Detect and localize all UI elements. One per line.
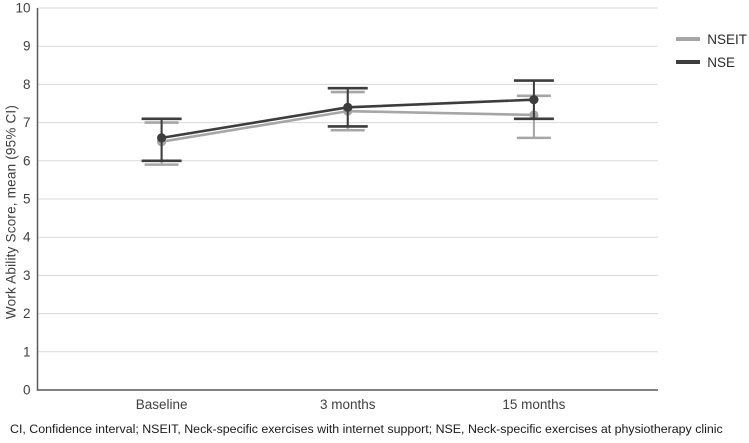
y-tick-label: 6 [23, 153, 31, 168]
x-axis-category-labels: Baseline 3 months 15 months [136, 397, 566, 412]
legend-item-nseit: NSEIT [676, 31, 747, 47]
x-category-label: Baseline [136, 397, 188, 412]
work-ability-line-chart: 0 1 2 3 4 5 6 7 8 9 10 Baseline 3 months 15 months [15, 1, 658, 412]
nse-line-swatch-icon [676, 60, 701, 64]
data-point-marker [529, 95, 539, 105]
series-nse [141, 79, 554, 163]
y-tick-label: 4 [23, 230, 31, 245]
y-tick-label: 5 [23, 192, 31, 207]
x-category-label: 3 months [320, 397, 376, 412]
y-axis-title: Work Ability Score, mean (95% CI) [3, 104, 19, 320]
y-tick-label: 7 [23, 115, 31, 130]
abbreviations-footnote: CI, Confidence interval; NSEIT, Neck-spe… [10, 422, 723, 436]
y-axis-tick-labels: 0 1 2 3 4 5 6 7 8 9 10 [15, 1, 31, 398]
y-tick-label: 8 [23, 77, 31, 92]
y-tick-label: 2 [23, 306, 31, 321]
y-tick-label: 0 [23, 383, 31, 398]
y-tick-label: 1 [23, 344, 31, 359]
axes [36, 8, 658, 391]
legend-label-nseit: NSEIT [707, 31, 747, 47]
legend: NSEIT NSE [676, 31, 747, 70]
legend-item-nse: NSE [676, 54, 747, 70]
nseit-line-swatch-icon [676, 37, 701, 41]
data-point-marker [343, 102, 353, 112]
gridlines [37, 7, 658, 391]
data-point-marker [157, 133, 167, 143]
y-tick-label: 9 [23, 39, 31, 54]
x-category-label: 15 months [502, 397, 565, 412]
legend-label-nse: NSE [707, 54, 735, 70]
y-tick-label: 3 [23, 268, 31, 283]
y-tick-label: 10 [15, 1, 30, 16]
data-series [141, 79, 554, 166]
